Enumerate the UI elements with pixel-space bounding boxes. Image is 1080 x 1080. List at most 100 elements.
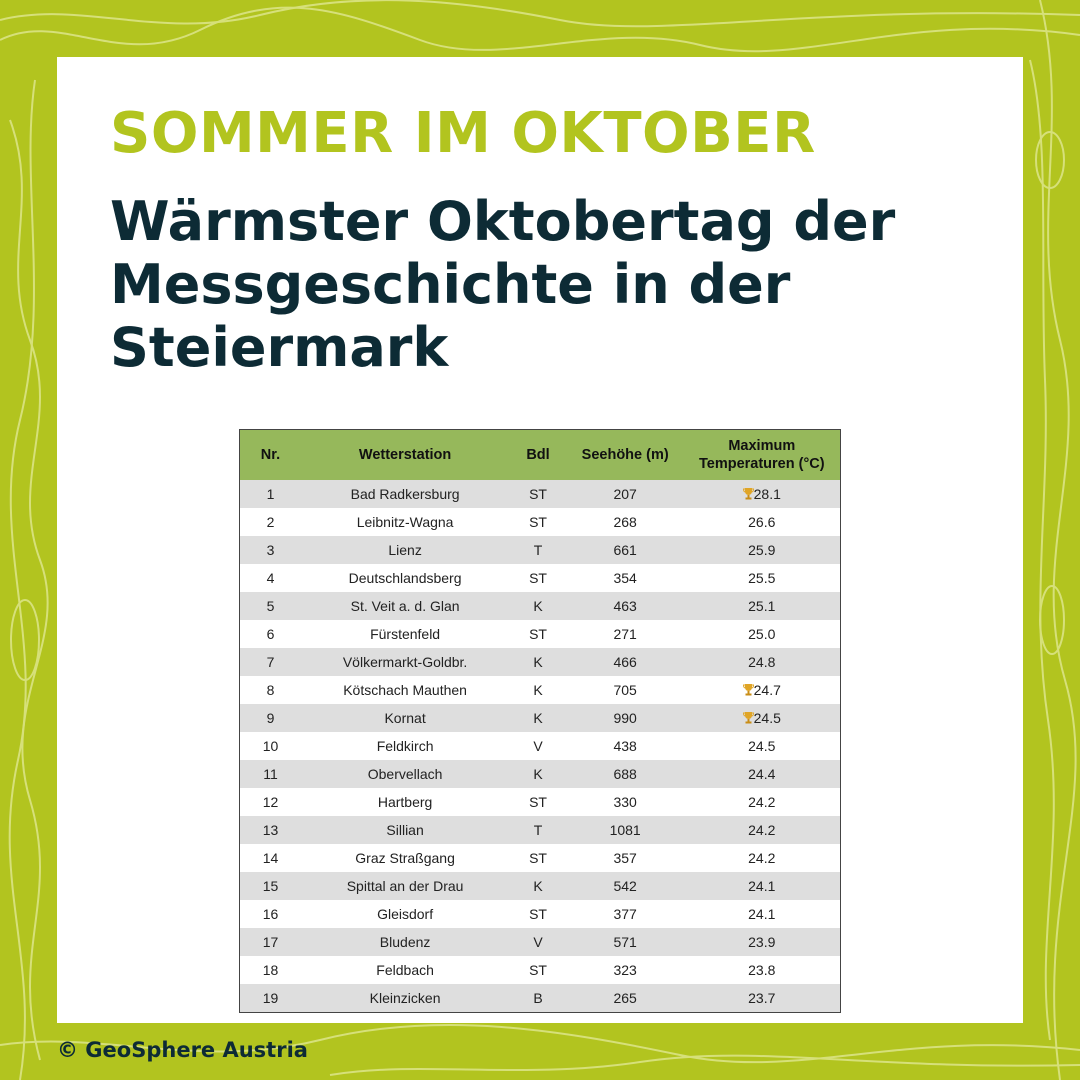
table-cell: 10 [239,732,301,760]
column-header: Bdl [509,429,567,480]
table-cell: 265 [566,984,684,1013]
cell-text: 25.1 [748,598,776,614]
cell-text: ST [529,850,547,866]
cell-text: 705 [613,682,637,698]
table-cell: ST [509,844,567,872]
cell-text: K [533,878,543,894]
cell-text: Deutschlandsberg [348,570,462,586]
table-cell: 377 [566,900,684,928]
cell-text: 5 [266,598,275,614]
cell-text: Hartberg [377,794,433,810]
cell-text: 4 [266,570,275,586]
column-header: Maximum Temperaturen (°C) [683,429,841,480]
table-cell: 1081 [566,816,684,844]
table-cell: 16 [239,900,301,928]
cell-text: 542 [613,878,637,894]
cell-text: 661 [613,542,637,558]
cell-text: 25.5 [748,570,776,586]
table-cell: Obervellach [300,760,510,788]
table-cell: Lienz [300,536,510,564]
table-cell: Bad Radkersburg [300,480,510,508]
cell-text: 3 [266,542,275,558]
table-cell: ST [509,508,567,536]
cell-text: ST [529,486,547,502]
cell-text: Kornat [384,710,426,726]
table-cell: 25.0 [683,620,841,648]
table-cell: K [509,676,567,704]
contour [0,6,1080,53]
cell-text: Bludenz [379,934,431,950]
table-cell: 357 [566,844,684,872]
table-cell: K [509,760,567,788]
table-cell: 24.1 [683,872,841,900]
cell-text: K [533,766,543,782]
cell-text: Lienz [388,542,422,558]
table-cell: Völkermarkt-Goldbr. [300,648,510,676]
cell-text: Kötschach Mauthen [343,682,467,698]
table-cell: 271 [566,620,684,648]
cell-text: 23.9 [748,934,776,950]
table-cell: 24.2 [683,788,841,816]
cell-text: 10 [262,738,279,754]
cell-text: Obervellach [367,766,443,782]
cell-text: 8 [266,682,275,698]
table-cell: B [509,984,567,1013]
contour [1039,0,1077,1080]
table-cell: V [509,732,567,760]
table-cell: Fürstenfeld [300,620,510,648]
table-cell: 5 [239,592,301,620]
cell-text: 1081 [609,822,641,838]
cell-text: ST [529,570,547,586]
table-row: 15 Spittal an der Drau K 542 24.1 [239,872,841,900]
cell-text: V [533,934,543,950]
table-cell: Hartberg [300,788,510,816]
cell-text: ST [529,626,547,642]
cell-text: 357 [613,850,637,866]
table-row: 14 Graz Straßgang ST 357 24.2 [239,844,841,872]
cell-text: 24.7 [753,682,781,698]
table-row: 19 Kleinzicken B 265 23.7 [239,984,841,1013]
table-row: 5 St. Veit a. d. Glan K 463 25.1 [239,592,841,620]
table-cell: Kleinzicken [300,984,510,1013]
cell-text: 16 [262,906,279,922]
contour [10,599,40,681]
cell-text: 571 [613,934,637,950]
contour [8,79,36,1080]
contour [1029,59,1055,1041]
table-cell: 18 [239,956,301,984]
table-cell: Kornat [300,704,510,732]
cell-text: 1 [266,486,275,502]
table-cell: 24.1 [683,900,841,928]
cell-text: Fürstenfeld [370,626,441,642]
table-row: 17 Bludenz V 571 23.9 [239,928,841,956]
cell-text: 330 [613,794,637,810]
table-cell: ST [509,620,567,648]
cell-text: 24.5 [753,710,781,726]
table-cell: 25.1 [683,592,841,620]
table-cell: 25.5 [683,564,841,592]
table-cell: 4 [239,564,301,592]
cell-text: 268 [613,514,637,530]
table-row: 9 Kornat K 990 24.5 [239,704,841,732]
table-cell: ST [509,788,567,816]
cell-text: Bad Radkersburg [350,486,460,502]
cell-text: T [533,542,543,558]
contour [1039,585,1065,655]
cell-text: 18 [262,962,279,978]
cell-text: St. Veit a. d. Glan [350,598,460,614]
table-row: 2 Leibnitz-Wagna ST 268 26.6 [239,508,841,536]
table-body: 1 Bad Radkersburg ST 207 28.1 2 Leibnitz-Wagna… [239,480,841,1013]
table-row: 1 Bad Radkersburg ST 207 28.1 [239,480,841,508]
table-row: 4 Deutschlandsberg ST 354 25.5 [239,564,841,592]
contour [0,0,1080,28]
table-row: 12 Hartberg ST 330 24.2 [239,788,841,816]
cell-text: 377 [613,906,637,922]
cell-text: 26.6 [748,514,776,530]
cell-text: Spittal an der Drau [346,878,464,894]
cell-text: 6 [266,626,275,642]
cell-text: 14 [262,850,279,866]
cell-text: 17 [262,934,279,950]
cell-text: 24.1 [748,878,776,894]
title-line: Steiermark [110,316,449,379]
